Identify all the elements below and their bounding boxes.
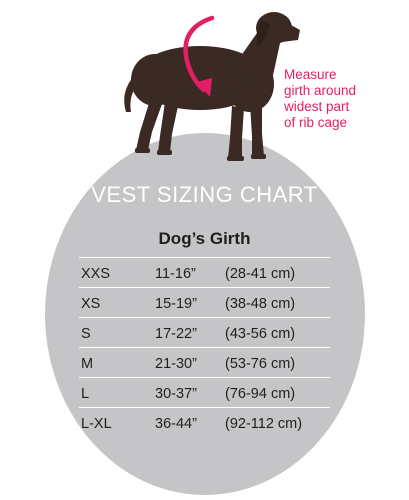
girth-inches-cell: 11-16” (155, 257, 225, 288)
table-row: M 21-30” (53-76 cm) (79, 347, 330, 378)
size-cell: S (79, 317, 155, 348)
measure-instruction-line: widest part (284, 99, 350, 114)
measure-instruction-line: girth around (284, 83, 357, 98)
girth-cm-cell: (43-56 cm) (225, 317, 330, 348)
girth-cm-cell: (38-48 cm) (225, 287, 330, 318)
size-cell: L (79, 377, 155, 408)
table-row: L-XL 36-44” (92-112 cm) (79, 408, 330, 438)
size-table: XXS 11-16” (28-41 cm) XS 15-19” (38-48 c… (79, 257, 330, 437)
girth-column-title: Dog’s Girth (158, 229, 251, 248)
girth-cm-cell: (53-76 cm) (225, 347, 330, 378)
girth-inches-cell: 17-22” (155, 317, 225, 348)
girth-inches-cell: 36-44” (155, 415, 197, 432)
girth-inches-cell: 30-37” (155, 377, 225, 408)
table-row: XXS 11-16” (28-41 cm) (79, 257, 330, 288)
girth-cm-cell: (28-41 cm) (225, 257, 330, 288)
dog-illustration (124, 12, 300, 161)
chart-title: VEST SIZING CHART (91, 182, 318, 207)
girth-inches-cell: 21-30” (155, 347, 225, 378)
measure-instruction: Measure girth around widest part of rib … (284, 67, 404, 131)
size-cell: XS (79, 287, 155, 318)
size-cell: M (79, 347, 155, 378)
size-cell: L-XL (81, 415, 112, 432)
table-row: S 17-22” (43-56 cm) (79, 317, 330, 348)
measure-instruction-line: Measure (284, 67, 337, 82)
curved-arrow-icon (183, 15, 215, 97)
girth-cm-cell: (92-112 cm) (225, 415, 303, 432)
size-cell: XXS (79, 257, 155, 288)
table-row: L 30-37” (76-94 cm) (79, 377, 330, 408)
table-row: XS 15-19” (38-48 cm) (79, 287, 330, 318)
girth-inches-cell: 15-19” (155, 287, 225, 318)
girth-cm-cell: (76-94 cm) (225, 377, 330, 408)
measure-instruction-line: of rib cage (284, 115, 348, 130)
